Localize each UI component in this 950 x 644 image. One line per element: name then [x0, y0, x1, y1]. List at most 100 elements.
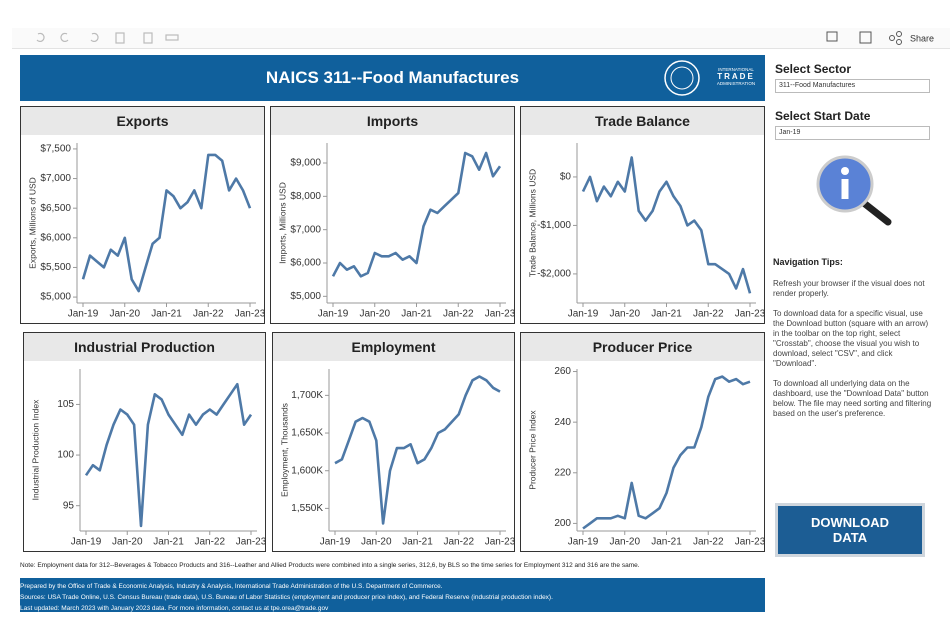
x-tick-label: Jan-19 — [318, 309, 349, 320]
x-tick-label: Jan-21 — [651, 309, 682, 320]
chart-title: Imports — [271, 107, 514, 135]
y-tick-label: $6,000 — [290, 258, 321, 269]
chart-title: Trade Balance — [521, 107, 764, 135]
y-axis-title: Exports, Millions of USD — [27, 177, 37, 269]
chart-panel: Exports $5,000 $5,500 $6,000 $6,500 $7,000 $7,… — [20, 106, 266, 324]
y-axis-title: Employment, Thousands — [279, 403, 289, 497]
line-series — [581, 156, 752, 294]
chart-panel: Trade Balance -$2,000 -$1,000 $0 Jan-19 Jan-2… — [520, 106, 766, 324]
footer-line: Sources: USA Trade Online, U.S. Census B… — [20, 594, 553, 601]
tip: To download all underlying data on the d… — [773, 379, 932, 418]
chart-panel: Imports $5,000 $6,000 $7,000 $8,000 $9,000 Jan… — [270, 106, 516, 324]
x-tick-label: Jan-23 — [735, 309, 764, 320]
x-tick-label: Jan-21 — [151, 309, 182, 320]
y-tick-label: -$1,000 — [537, 220, 571, 231]
logo-line: TRADE — [717, 72, 755, 81]
y-tick-label: 1,650K — [291, 428, 323, 439]
line-series — [84, 382, 253, 528]
y-tick-label: $5,000 — [290, 291, 321, 302]
footer-line: Last updated: March 2023 with January 20… — [20, 605, 329, 612]
x-tick-label: Jan-22 — [194, 537, 225, 548]
y-tick-label: $7,000 — [290, 224, 321, 235]
y-tick-label: 95 — [63, 500, 75, 511]
y-tick-label: $9,000 — [290, 158, 321, 169]
y-axis-title: Trade Balance, Millions USD — [527, 169, 537, 277]
x-tick-label: Jan-20 — [109, 309, 140, 320]
x-tick-label: Jan-20 — [361, 537, 392, 548]
y-axis-title: Producer Price Index — [527, 410, 537, 490]
chart: $5,000 $5,500 $6,000 $6,500 $7,000 $7,500 Jan-… — [27, 143, 266, 320]
line-series — [334, 375, 501, 525]
chart-title: Industrial Production — [24, 333, 265, 361]
toolbar-right[interactable]: Share — [822, 28, 950, 48]
y-tick-label: $8,000 — [290, 191, 321, 202]
line-series — [582, 375, 751, 530]
sidebar: Select Sector 311--Food Manufactures Sel… — [775, 62, 930, 140]
y-tick-label: 100 — [57, 450, 74, 461]
header-title: NAICS 311--Food Manufactures — [265, 68, 520, 87]
x-tick-label: Jan-23 — [485, 537, 514, 548]
y-tick-label: 200 — [554, 518, 571, 529]
x-tick-label: Jan-22 — [693, 537, 724, 548]
x-tick-label: Jan-22 — [443, 537, 474, 548]
x-tick-label: Jan-22 — [193, 309, 224, 320]
line-series — [331, 151, 502, 278]
tips: Navigation Tips: Refresh your browser if… — [773, 257, 933, 419]
chart-panel: Employment 1,550K 1,600K 1,650K 1,700K Jan-19… — [272, 332, 516, 552]
toolbar-icons — [36, 32, 179, 44]
chart: 1,550K 1,600K 1,650K 1,700K Jan-19 Jan-20 Jan-… — [279, 369, 516, 548]
info-icon — [816, 155, 892, 226]
x-tick-label: Jan-23 — [236, 537, 265, 548]
chart-title: Employment — [273, 333, 514, 361]
note: Note: Employment data for 312--Beverages… — [20, 562, 640, 569]
x-tick-label: Jan-20 — [609, 309, 640, 320]
y-tick-label: $5,500 — [40, 262, 71, 273]
y-tick-label: 1,700K — [291, 390, 323, 401]
y-tick-label: 1,600K — [291, 465, 323, 476]
y-tick-label: $5,000 — [40, 292, 71, 303]
y-tick-label: 1,550K — [291, 503, 323, 514]
toolbar: Share — [12, 28, 950, 49]
logo-line: ADMINISTRATION — [716, 81, 756, 86]
date-dropdown[interactable]: Jan-19 — [775, 126, 930, 140]
x-tick-label: Jan-22 — [693, 309, 724, 320]
x-tick-label: Jan-20 — [112, 537, 143, 548]
seal — [664, 60, 700, 96]
y-tick-label: $7,500 — [40, 144, 71, 155]
header-bar: NAICS 311--Food Manufactures INTERNATION… — [20, 55, 765, 101]
x-tick-label: Jan-21 — [402, 537, 433, 548]
x-tick-label: Jan-21 — [651, 537, 682, 548]
chart: $5,000 $6,000 $7,000 $8,000 $9,000 Jan-19 Jan-… — [277, 143, 516, 320]
x-tick-label: Jan-21 — [401, 309, 432, 320]
x-tick-label: Jan-19 — [568, 309, 599, 320]
x-tick-label: Jan-20 — [609, 537, 640, 548]
y-tick-label: $6,000 — [40, 232, 71, 243]
x-tick-label: Jan-22 — [443, 309, 474, 320]
x-tick-label: Jan-19 — [71, 537, 102, 548]
date-label: Select Start Date — [775, 109, 871, 123]
chart-panel: Industrial Production 95 100 105 Jan-19 Jan-2… — [23, 332, 267, 552]
tip: Refresh your browser if the visual does … — [773, 279, 925, 298]
sector-dropdown[interactable]: 311--Food Manufactures — [775, 79, 930, 93]
y-axis-title: Imports, Millions USD — [277, 182, 287, 264]
x-tick-label: Jan-20 — [359, 309, 390, 320]
y-tick-label: -$2,000 — [537, 269, 571, 280]
chart-title: Exports — [21, 107, 264, 135]
x-tick-label: Jan-19 — [568, 537, 599, 548]
download-button[interactable]: DOWNLOAD DATA — [775, 503, 925, 557]
y-axis-title: Industrial Production Index — [30, 399, 40, 500]
y-tick-label: $0 — [560, 172, 572, 183]
tip: To download data for a specific visual, … — [773, 309, 929, 368]
footer: Prepared by the Office of Trade & Econom… — [20, 578, 765, 612]
share-label[interactable]: Share — [910, 33, 934, 43]
x-tick-label: Jan-23 — [235, 309, 264, 320]
y-tick-label: 240 — [554, 417, 571, 428]
chart-title: Producer Price — [521, 333, 764, 361]
x-tick-label: Jan-23 — [735, 537, 764, 548]
sector-label: Select Sector — [775, 62, 852, 76]
x-tick-label: Jan-21 — [153, 537, 184, 548]
x-tick-label: Jan-23 — [485, 309, 514, 320]
y-tick-label: $6,500 — [40, 203, 71, 214]
chart-panel: Producer Price 200 220 240 260 Jan-19 Jan-20 Ja… — [520, 332, 766, 552]
